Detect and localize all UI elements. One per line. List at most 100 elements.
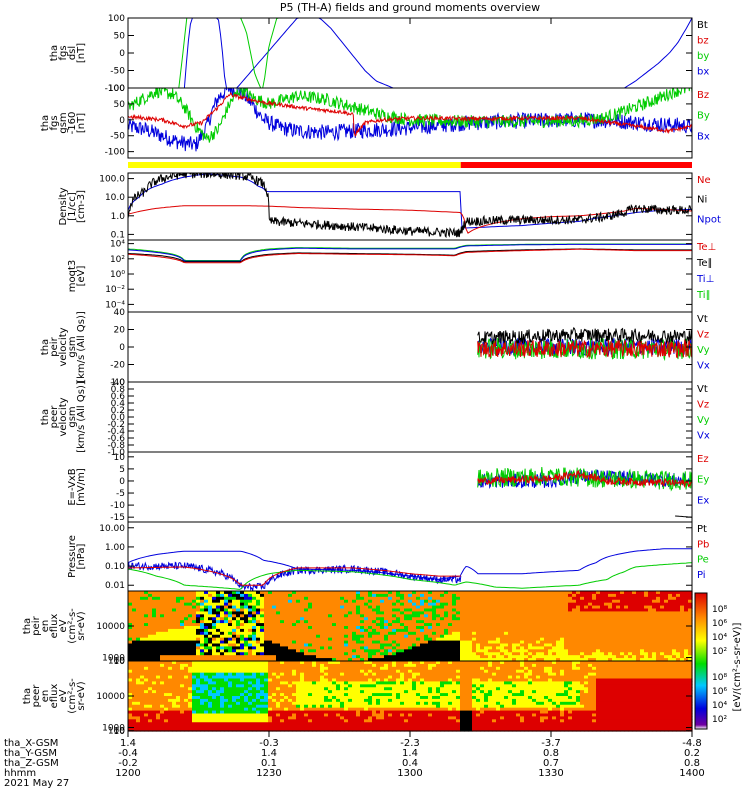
series-pressure-Pe-2 <box>128 562 692 590</box>
ylabel-fgs_gsm-0: tha <box>40 115 51 131</box>
ylabel-density-1: [1/cc] <box>67 192 78 221</box>
colorbar-tick-lower-2: 10⁴ <box>712 701 727 711</box>
ytick-label-temperature-2: 10⁰ <box>110 270 125 280</box>
colorbar-tick-lower-3: 10² <box>712 715 727 725</box>
orbit-value-1-3: 0.8 <box>543 748 559 759</box>
ylabel-pressure-0: Pressure <box>67 535 78 578</box>
ylabel-temperature-1: [eV] <box>76 266 87 287</box>
legend-efield-2: Ex <box>697 495 709 506</box>
orbit-label-2: tha_Z-GSM <box>4 758 59 769</box>
orbit-value-3-4: 1400 <box>679 768 704 779</box>
series-density-Ni-2 <box>128 173 692 239</box>
orbit-value-2-0: -0.2 <box>118 758 138 769</box>
ytick-label-fgs_gsm-4: -100 <box>105 148 126 158</box>
legend-pressure-0: Pt <box>697 524 707 535</box>
series-group-temperature <box>128 243 692 264</box>
ytick-label-peir_velocity-0: 40 <box>114 308 126 318</box>
ytick-label-peir_eflux-3: 10 <box>114 657 126 667</box>
ylabel-fgs_gsm-1: fgs <box>49 115 60 130</box>
orbit-label-3: hhmm <box>4 768 36 779</box>
ylabel-peir_velocity-0: tha <box>40 339 51 355</box>
orbit-value-0-4: -4.8 <box>682 738 702 749</box>
legend-peir_velocity-0: Vt <box>697 314 708 325</box>
ylabel-peer_velocity-0: tha <box>40 409 51 425</box>
ytick-label-peer_velocity-3: 0.4 <box>111 399 126 409</box>
ylabel-density-2: [cm-3] <box>76 190 87 223</box>
ylabel-peir_eflux-4: eV <box>58 619 69 632</box>
ytick-label-pressure-2: 0.10 <box>105 562 125 572</box>
series-group-fgs_gsm <box>128 88 692 152</box>
heatmap-peer_eflux <box>128 661 693 732</box>
ytick-label-peir_eflux-2: 100 <box>108 657 125 667</box>
ylabel-fgs_gsm-3: -160 <box>67 112 78 135</box>
series-fgs_gsm-By-1 <box>128 88 692 143</box>
orbit-value-0-0: 1.4 <box>120 738 136 749</box>
ytick-label-pressure-3: 0.01 <box>105 581 125 591</box>
legend-pressure-1: Pb <box>697 539 709 550</box>
ytick-label-fgs_gsm-2: 0 <box>119 116 125 126</box>
series-group-pressure <box>128 548 692 591</box>
series-fgs_gsm-Bz-2 <box>128 92 692 137</box>
legend-temperature-0: Te⊥ <box>696 242 716 253</box>
ytick-label-temperature-3: 10⁻² <box>105 285 125 295</box>
ytick-label-peer_velocity-1: 0.8 <box>111 385 126 395</box>
colorbar-tick-upper-0: 10⁸ <box>712 605 727 615</box>
ytick-label-temperature-4: 10⁻⁴ <box>105 300 125 310</box>
ylabel-peer_velocity-3: gsm <box>67 406 78 427</box>
series-pressure-Pb-3 <box>128 566 461 586</box>
ylabel-efield-1: [mV/m] <box>76 468 87 506</box>
ytick-label-peer_eflux-3: 10 <box>114 727 126 737</box>
series-peir_velocity-Vt-2 <box>477 326 692 345</box>
orbit-label-1: tha_Y-GSM <box>4 748 57 759</box>
legend-pressure-2: Pe <box>697 555 709 566</box>
ytick-label-peer_velocity-2: 0.6 <box>111 392 126 402</box>
ytick-label-peir_eflux-0: 10000 <box>96 622 125 632</box>
colorbar-tick-lower-1: 10⁶ <box>712 687 727 697</box>
series-group-peir_velocity <box>477 326 692 362</box>
legend-fgs_gsm-1: By <box>697 111 710 122</box>
panel-frame-peer_velocity <box>127 381 693 453</box>
legend-temperature-1: Te∥ <box>696 258 713 269</box>
legend-peer_velocity-2: Vy <box>697 415 710 426</box>
ytick-label-peer_eflux-1: 1000 <box>102 724 125 734</box>
ylabel-peer_velocity-4: [km/s (All Qs)] <box>76 381 87 453</box>
ylabel-peir_eflux-3: eflux <box>49 614 60 639</box>
ytick-label-peer_velocity-4: 0.2 <box>111 406 125 416</box>
orbit-value-0-2: -2.3 <box>400 738 420 749</box>
ytick-label-peir_velocity-1: 20 <box>114 326 126 336</box>
legend-peer_velocity-3: Vx <box>697 431 710 442</box>
series-peir_velocity-Vz-3 <box>477 338 692 359</box>
legend-fgs_gsm-2: Bx <box>697 131 710 142</box>
series-group-fgs_dsl <box>178 18 692 88</box>
ytick-label-peer_eflux-2: 100 <box>108 727 125 737</box>
ylabel-peir_velocity-1: peir <box>49 336 60 356</box>
ytick-label-peir_velocity-3: -20 <box>110 361 125 371</box>
colorbar-tick-lower-0: 10⁸ <box>712 673 727 683</box>
ylabel-peir_eflux-1: peir <box>31 615 42 635</box>
panel-frame-fgs_gsm <box>127 87 693 159</box>
ylabel-peir_eflux-6: sr-eV) <box>76 611 87 640</box>
orbit-value-3-0: 1200 <box>115 768 140 779</box>
series-temperature-Ti⊥-1 <box>128 243 692 262</box>
ylabel-peer_eflux-0: tha <box>22 688 33 704</box>
ytick-label-peer_velocity-10: -1.0 <box>107 448 125 458</box>
ytick-label-efield-5: -15 <box>110 513 125 523</box>
ytick-label-peer_velocity-9: -0.8 <box>107 441 125 451</box>
ytick-label-peer_velocity-5: 0.0 <box>111 413 126 423</box>
ylabel-efield-0: E=-VxB <box>67 468 78 505</box>
ylabel-peir_velocity-3: gsm <box>67 336 78 357</box>
legend-fgs_dsl-1: bz <box>697 36 709 47</box>
legend-efield-0: Ez <box>697 454 709 465</box>
ytick-label-fgs_gsm-0: 100 <box>108 84 125 94</box>
legend-fgs_dsl-2: by <box>697 51 709 62</box>
ylabel-peer_eflux-3: eflux <box>49 684 60 709</box>
series-fgs_gsm-Bx-0 <box>128 88 692 152</box>
ytick-label-pressure-1: 1.00 <box>105 543 125 553</box>
panel-frame-efield <box>127 451 693 523</box>
ylabel-density-0: Density <box>58 187 69 225</box>
series-density-Npot-0 <box>128 173 692 229</box>
colorbar <box>694 592 708 730</box>
ytick-label-density-3: 0.1 <box>111 230 125 240</box>
series-fgs_dsl-bx-2 <box>624 18 692 88</box>
